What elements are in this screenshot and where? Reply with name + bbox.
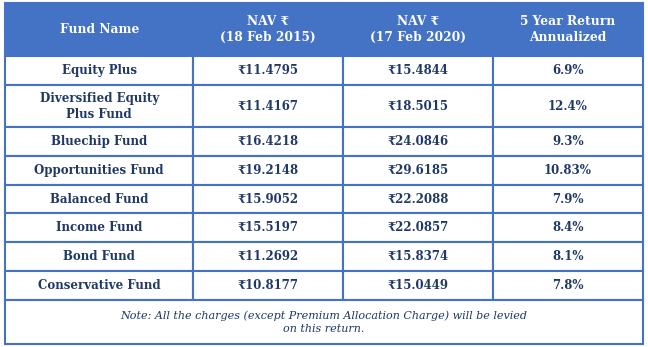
Bar [493, 3, 643, 56]
Bar [493, 127, 643, 156]
Text: ₹15.9052: ₹15.9052 [238, 193, 299, 205]
Text: Note: All the charges (except Premium Allocation Charge) will be levied
on this : Note: All the charges (except Premium Al… [121, 310, 527, 334]
Bar [343, 3, 493, 56]
Text: ₹10.8177: ₹10.8177 [238, 279, 299, 292]
Text: 6.9%: 6.9% [552, 64, 584, 77]
Bar [5, 156, 193, 185]
Bar [343, 242, 493, 271]
Text: Income Fund: Income Fund [56, 221, 143, 234]
Bar [493, 271, 643, 300]
Bar [5, 127, 193, 156]
Text: Diversified Equity
Plus Fund: Diversified Equity Plus Fund [40, 92, 159, 120]
Text: ₹16.4218: ₹16.4218 [238, 135, 299, 148]
Text: Bluechip Fund: Bluechip Fund [51, 135, 147, 148]
Text: 9.3%: 9.3% [552, 135, 584, 148]
Bar [193, 156, 343, 185]
Bar [193, 85, 343, 127]
Bar [343, 85, 493, 127]
Bar [5, 271, 193, 300]
Bar [193, 3, 343, 56]
Bar [493, 56, 643, 85]
Bar [193, 242, 343, 271]
Text: Conservative Fund: Conservative Fund [38, 279, 161, 292]
Bar [5, 242, 193, 271]
Bar [193, 185, 343, 213]
Text: 8.1%: 8.1% [552, 250, 584, 263]
Text: ₹15.8374: ₹15.8374 [388, 250, 448, 263]
Text: ₹11.4795: ₹11.4795 [238, 64, 299, 77]
Text: 8.4%: 8.4% [552, 221, 584, 234]
Text: ₹22.2088: ₹22.2088 [388, 193, 448, 205]
Bar [343, 213, 493, 242]
Text: Fund Name: Fund Name [60, 23, 139, 36]
Bar [5, 85, 193, 127]
Bar [193, 271, 343, 300]
Text: Balanced Fund: Balanced Fund [50, 193, 148, 205]
Text: Equity Plus: Equity Plus [62, 64, 137, 77]
Text: Opportunities Fund: Opportunities Fund [34, 164, 164, 177]
Text: NAV ₹
(17 Feb 2020): NAV ₹ (17 Feb 2020) [370, 15, 466, 44]
Bar [5, 56, 193, 85]
Text: 7.9%: 7.9% [552, 193, 584, 205]
Bar [193, 56, 343, 85]
Bar [493, 85, 643, 127]
Text: ₹15.4844: ₹15.4844 [388, 64, 448, 77]
Bar [343, 156, 493, 185]
Bar [5, 3, 193, 56]
Text: ₹19.2148: ₹19.2148 [238, 164, 299, 177]
Text: ₹24.0846: ₹24.0846 [388, 135, 448, 148]
Bar [493, 185, 643, 213]
Text: NAV ₹
(18 Feb 2015): NAV ₹ (18 Feb 2015) [220, 15, 316, 44]
Bar [343, 271, 493, 300]
Text: ₹29.6185: ₹29.6185 [388, 164, 448, 177]
Text: 7.8%: 7.8% [552, 279, 584, 292]
Bar [493, 156, 643, 185]
Bar [5, 213, 193, 242]
Text: Bond Fund: Bond Fund [64, 250, 135, 263]
Text: 10.83%: 10.83% [544, 164, 592, 177]
Bar [343, 127, 493, 156]
Text: 5 Year Return
Annualized: 5 Year Return Annualized [520, 15, 616, 44]
Text: ₹15.5197: ₹15.5197 [238, 221, 299, 234]
Bar [493, 242, 643, 271]
Bar [343, 185, 493, 213]
Bar [5, 300, 643, 344]
Text: ₹22.0857: ₹22.0857 [388, 221, 448, 234]
Text: ₹18.5015: ₹18.5015 [388, 100, 448, 112]
Bar [493, 213, 643, 242]
Bar [343, 56, 493, 85]
Bar [193, 127, 343, 156]
Bar [5, 185, 193, 213]
Text: ₹11.2692: ₹11.2692 [238, 250, 299, 263]
Text: ₹11.4167: ₹11.4167 [238, 100, 299, 112]
Bar [193, 213, 343, 242]
Text: 12.4%: 12.4% [548, 100, 588, 112]
Text: ₹15.0449: ₹15.0449 [388, 279, 448, 292]
